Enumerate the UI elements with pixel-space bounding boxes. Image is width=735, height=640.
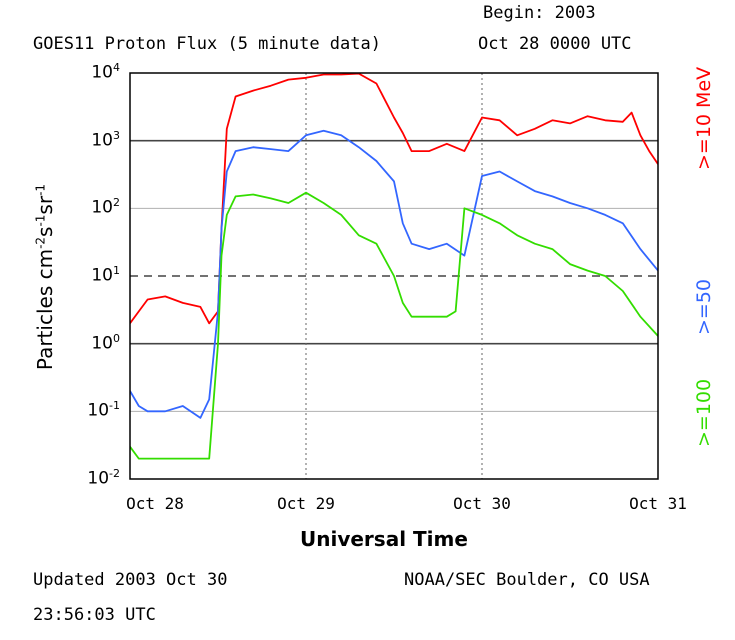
- series-line-1: [130, 129, 658, 419]
- plot-frame: [129, 72, 659, 480]
- y-tick-label: 104: [91, 61, 120, 83]
- y-tick-label: 10-2: [87, 467, 120, 489]
- legend-item: >=100: [693, 378, 715, 447]
- updated-time: 23:56:03 UTC: [33, 605, 156, 625]
- y-tick-label: 10-1: [87, 399, 120, 421]
- begin-label: Begin: 2003: [483, 3, 596, 23]
- series-line-0: [130, 73, 658, 325]
- x-tick-label: Oct 30: [453, 494, 511, 513]
- series-line-2: [130, 191, 658, 460]
- legend-item: >=10 MeV: [693, 66, 715, 170]
- x-tick-label: Oct 28: [126, 494, 184, 513]
- y-axis-label-wrap: Particles cm-2s-1sr-1: [30, 160, 60, 400]
- legend-item: >=50: [693, 278, 715, 335]
- series-layer: [130, 73, 658, 460]
- updated-date: Updated 2003 Oct 30: [33, 570, 228, 590]
- x-axis-title: Universal Time: [300, 527, 468, 551]
- chart-title: GOES11 Proton Flux (5 minute data): [33, 34, 381, 54]
- y-axis-label: Particles cm-2s-1sr-1: [33, 183, 57, 371]
- credit-line: NOAA/SEC Boulder, CO USA: [404, 570, 650, 590]
- x-tick-label: Oct 29: [277, 494, 335, 513]
- y-tick-label: 103: [91, 128, 120, 151]
- y-tick-label: 101: [91, 264, 120, 286]
- y-tick-label: 100: [91, 331, 120, 354]
- y-tick-label: 102: [91, 196, 120, 218]
- begin-date: Oct 28 0000 UTC: [478, 34, 632, 54]
- x-tick-label: Oct 31: [629, 494, 687, 513]
